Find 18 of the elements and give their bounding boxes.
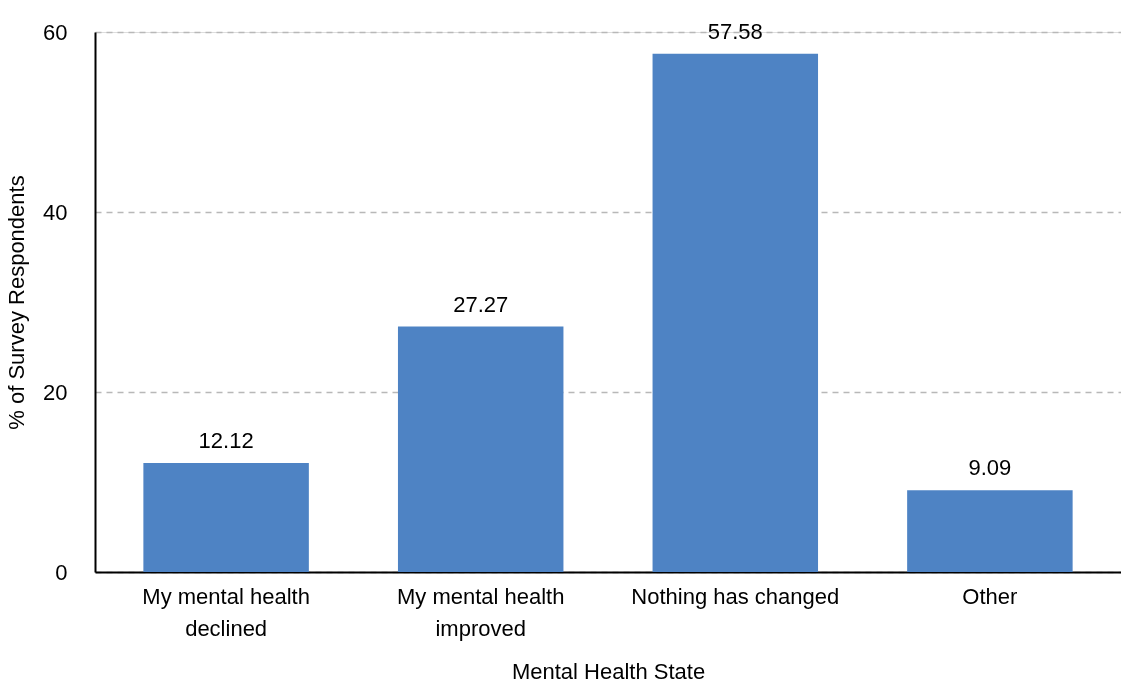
y-tick-label: 60	[43, 19, 68, 45]
bar	[907, 490, 1073, 572]
y-tick-label: 0	[55, 559, 68, 585]
data-label: 9.09	[968, 455, 1012, 481]
x-tick-label: My mental health declined	[142, 583, 310, 641]
x-axis-title: Mental Health State	[511, 658, 706, 684]
x-tick-label: Other	[962, 583, 1018, 609]
bar	[143, 462, 309, 572]
data-label: 57.58	[707, 18, 763, 44]
y-tick-label: 40	[43, 199, 68, 225]
y-tick-label: 20	[43, 379, 68, 405]
y-axis-title: % of Survey Respondents	[4, 175, 30, 430]
x-tick-label: My mental health improved	[396, 583, 565, 641]
bar	[397, 326, 564, 572]
data-label: 27.27	[453, 291, 509, 317]
x-tick-label: Nothing has changed	[631, 583, 840, 609]
bar	[652, 53, 819, 572]
data-label: 12.12	[198, 427, 254, 453]
